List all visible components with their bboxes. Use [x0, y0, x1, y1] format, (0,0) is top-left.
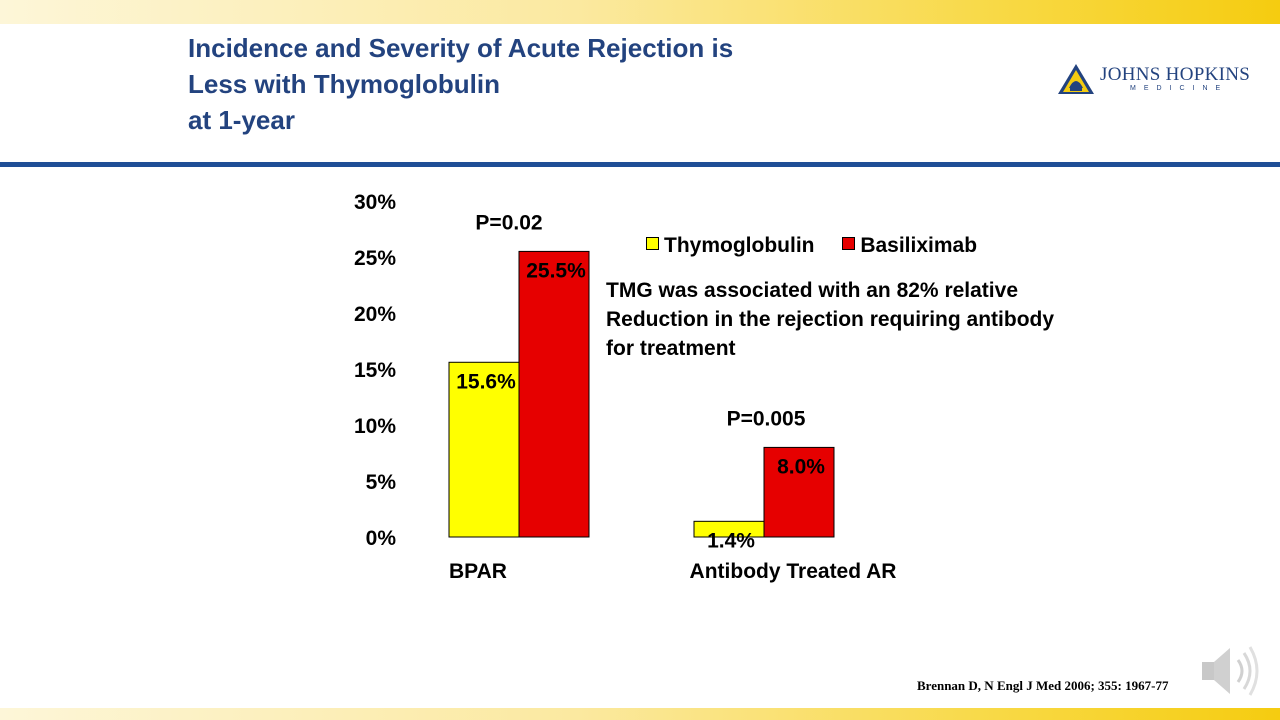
citation: Brennan D, N Engl J Med 2006; 355: 1967-… — [917, 678, 1169, 693]
legend-label-basiliximab: Basiliximab — [860, 234, 978, 257]
y-tick-label: 5% — [366, 471, 397, 494]
legend-item-basiliximab: Basiliximab — [842, 234, 977, 257]
bottom-decorative-band — [0, 708, 1280, 720]
note-line-3: for treatment — [606, 337, 736, 360]
speaker-icon[interactable] — [1198, 640, 1264, 702]
data-label: 25.5% — [526, 259, 586, 282]
logo-text: JOHNS HOPKINS — [1100, 64, 1251, 85]
top-decorative-band — [0, 0, 1280, 24]
bar — [518, 250, 590, 538]
y-tick-label: 15% — [354, 359, 396, 382]
x-category-label: BPAR — [449, 560, 507, 583]
y-tick-label: 10% — [354, 415, 396, 438]
shield-logo-icon — [1058, 64, 1094, 94]
bar — [763, 446, 835, 538]
title-line-3: at 1-year — [188, 105, 295, 135]
legend-label-thymoglobulin: Thymoglobulin — [664, 234, 815, 257]
x-category-label: Antibody Treated AR — [690, 560, 897, 583]
title-line-1: Incidence and Severity of Acute Rejectio… — [188, 33, 734, 63]
y-tick-label: 30% — [354, 191, 396, 214]
data-label: 1.4% — [707, 529, 755, 552]
y-tick-label: 25% — [354, 247, 396, 270]
legend-item-thymoglobulin: Thymoglobulin — [646, 234, 814, 257]
y-tick-label: 0% — [366, 527, 397, 550]
p-value-annotation: P=0.02 — [475, 211, 542, 234]
data-label: 15.6% — [456, 370, 516, 393]
chart-note: TMG was associated with an 82% relative … — [606, 276, 1166, 363]
legend-swatch-basiliximab — [842, 236, 856, 250]
note-line-1: TMG was associated with an 82% relative — [606, 279, 1018, 302]
note-line-2: Reduction in the rejection requiring ant… — [606, 308, 1055, 331]
p-value-annotation: P=0.005 — [727, 407, 806, 430]
data-label: 8.0% — [777, 455, 825, 478]
johns-hopkins-logo: JOHNS HOPKINS MEDICINE — [1056, 62, 1256, 98]
title-line-2: Less with Thymoglobulin — [188, 69, 500, 99]
logo-subtext: MEDICINE — [1130, 85, 1229, 92]
header-rule — [0, 162, 1280, 167]
legend-swatch-thymoglobulin — [646, 236, 659, 250]
y-tick-label: 20% — [354, 303, 396, 326]
chart-legend: Thymoglobulin Basiliximab — [646, 234, 999, 258]
slide-title: Incidence and Severity of Acute Rejectio… — [188, 30, 733, 138]
